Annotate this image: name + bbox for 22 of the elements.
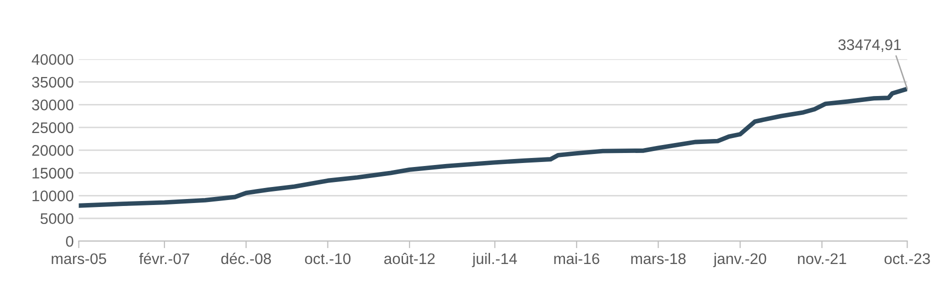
y-tick-label: 15000 — [32, 168, 74, 179]
y-tick-label: 30000 — [32, 100, 74, 110]
y-tick-label: 5000 — [40, 213, 74, 224]
annotation: 33474,91 — [838, 39, 901, 52]
x-tick-label: janv.-20 — [713, 252, 766, 268]
x-tick-label: août-12 — [384, 252, 435, 264]
x-tick-label: mai-16 — [554, 252, 600, 264]
y-tick-label: 20000 — [32, 145, 74, 156]
x-tick-label: mars-18 — [631, 253, 686, 264]
x-tick-label: juil.-14 — [472, 252, 517, 268]
y-tick-label: 10000 — [32, 190, 74, 202]
x-tick-label: oct.-10 — [305, 253, 351, 264]
y-tick-label: 25000 — [32, 122, 74, 134]
x-tick-label: déc.-08 — [221, 252, 271, 264]
line-series — [78, 86, 908, 208]
x-tick-label: nov.-21 — [798, 253, 846, 264]
y-tick-label: 40000 — [32, 54, 74, 65]
y-tick-label: 35000 — [32, 76, 74, 88]
x-tick-label: oct.-23 — [884, 253, 930, 264]
x-tick-label: févr.-07 — [139, 252, 190, 264]
y-tick-label: 0 — [66, 236, 74, 247]
x-tick-label: mars-05 — [52, 253, 106, 264]
